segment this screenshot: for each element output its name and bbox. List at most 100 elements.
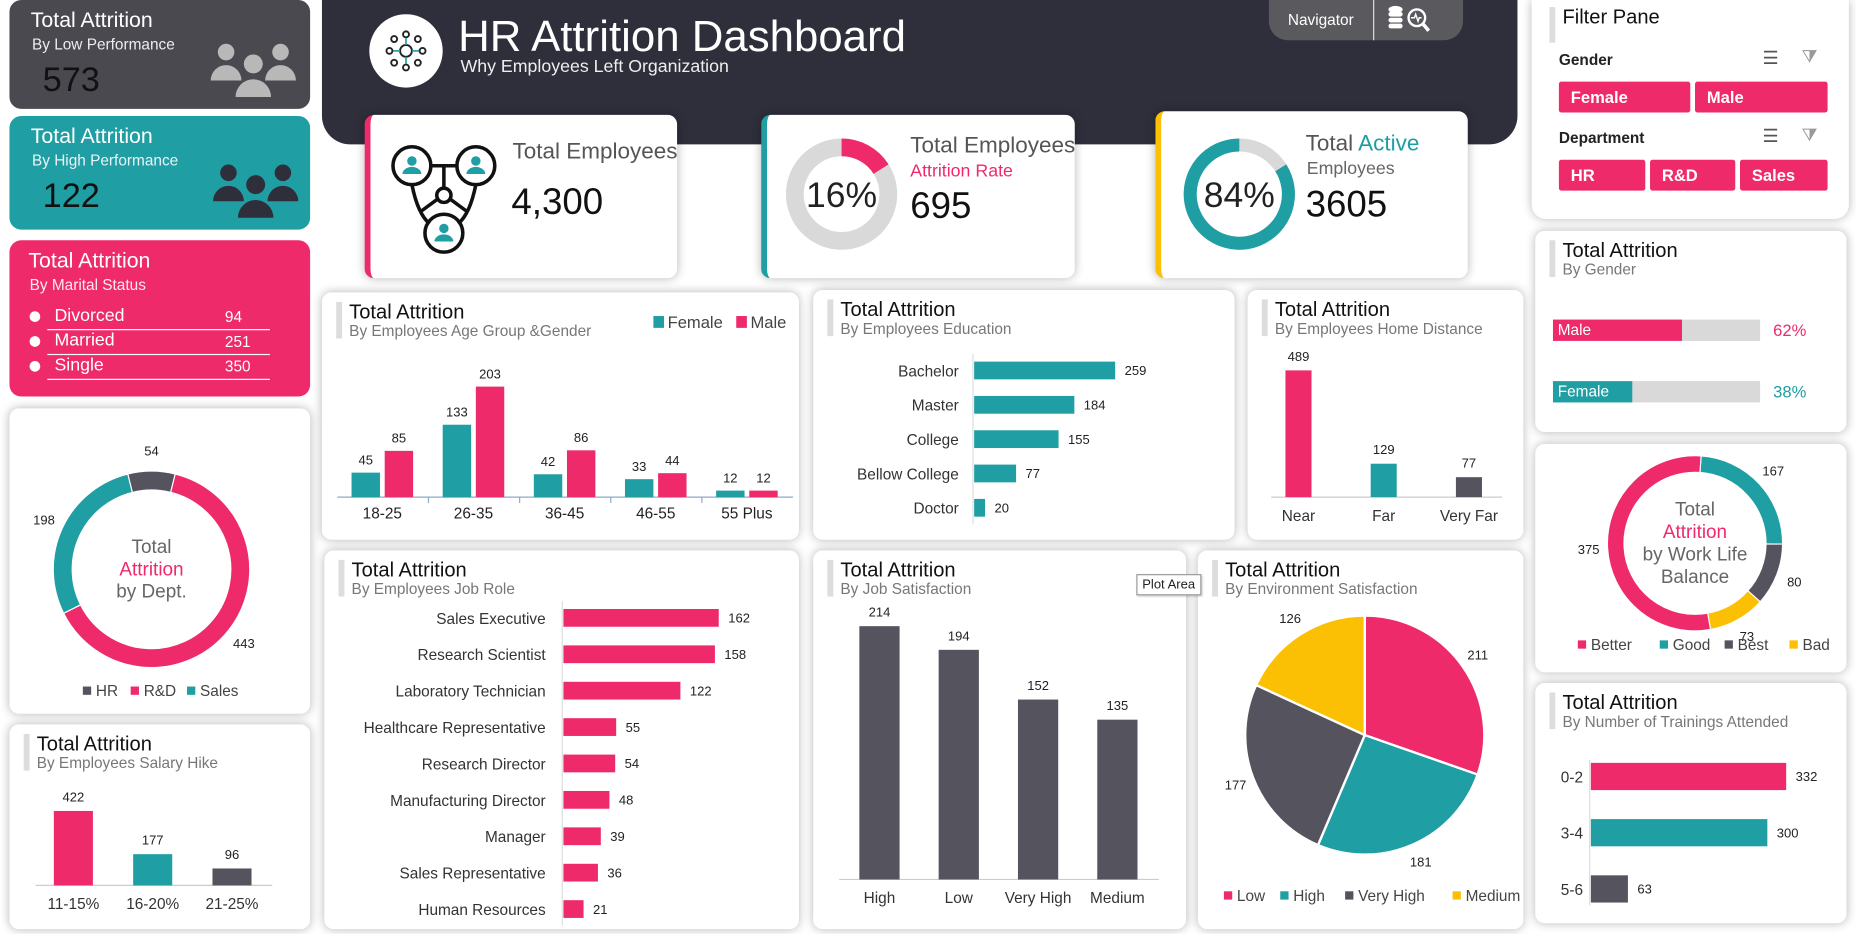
center-label: Attrition (1663, 522, 1727, 543)
data-label: 177 (1225, 778, 1247, 793)
bar (53, 810, 93, 886)
category-label: 46-55 (636, 505, 675, 522)
data-label: 158 (724, 647, 746, 662)
marital-value: 94 (224, 307, 243, 326)
data-label: 54 (625, 756, 639, 771)
legend-swatch (1452, 891, 1461, 900)
category-label: 18-25 (363, 505, 402, 522)
category-label: 0-2 (1561, 769, 1583, 786)
data-label: 126 (1279, 611, 1301, 626)
bar-male (384, 450, 414, 498)
bar-male (475, 386, 505, 498)
multi-select-icon[interactable]: ☰ (1762, 48, 1779, 69)
data-label: 48 (619, 793, 633, 808)
bar (938, 649, 979, 880)
bar (1455, 477, 1482, 498)
slice-hr (127, 470, 176, 494)
bar (563, 863, 598, 882)
kpi-sublabel: Attrition Rate (910, 160, 1013, 182)
low-performance-card: Total Attrition By Low Performance 573 (9, 0, 311, 109)
data-label: 96 (225, 847, 239, 862)
data-label: 45 (359, 452, 373, 467)
data-label: 155 (1068, 432, 1090, 447)
data-label: 73 (1740, 629, 1754, 644)
legend-swatch (1345, 891, 1354, 900)
multi-select-icon[interactable]: ☰ (1762, 126, 1779, 147)
category-label: 55 Plus (721, 505, 773, 522)
bar (563, 718, 617, 736)
attrition-rate-card: 16% Total Employees Attrition Rate 695 (761, 114, 1075, 279)
home-distance-chart: Total Attrition By Employees Home Distanc… (1247, 289, 1524, 540)
category-label: Manufacturing Director (390, 793, 546, 810)
category-label: Medium (1090, 890, 1145, 907)
bar (563, 790, 610, 809)
legend-swatch (1789, 640, 1798, 649)
category-label: Near (1282, 508, 1315, 525)
bar (859, 626, 900, 880)
filter-option-hr[interactable]: HR (1558, 159, 1646, 191)
work-life-balance-chart: 167 80 73 375 Better Good Best Bad Total Attritio… (1535, 443, 1847, 673)
education-chart: Total Attrition By Employees Education 25… (813, 289, 1235, 540)
card-subtitle: By High Performance (31, 151, 179, 170)
category-label: Doctor (913, 501, 958, 518)
filter-option-sales[interactable]: Sales (1739, 159, 1828, 191)
bar (974, 498, 986, 517)
data-label: 42 (541, 454, 555, 469)
filter-option-rd[interactable]: R&D (1650, 159, 1736, 191)
bar (974, 361, 1116, 380)
chart-title: Total Attrition By Employees Education (827, 299, 1011, 337)
category-label: Far (1372, 508, 1395, 525)
data-label: 152 (1027, 678, 1049, 693)
bar (1590, 875, 1628, 903)
data-label: 198 (33, 513, 55, 528)
legend-label: Best (1738, 637, 1769, 654)
card-subtitle: By Marital Status (29, 275, 146, 294)
filter-option-female[interactable]: Female (1558, 81, 1691, 113)
category-label: Sales Executive (436, 611, 545, 628)
legend-label: Sales (200, 683, 239, 700)
legend-swatch (82, 686, 92, 695)
gender-bar-fill: Male (1552, 319, 1682, 341)
data-label: 20 (995, 501, 1009, 516)
category-label: 16-20% (126, 896, 179, 913)
slice-high (1316, 733, 1480, 856)
legend-swatch (1577, 640, 1587, 649)
data-label: 194 (948, 628, 970, 643)
data-label: 300 (1777, 825, 1799, 840)
category-label: Laboratory Technician (396, 684, 546, 701)
legend-label: Very High (1358, 888, 1425, 905)
bar-female (716, 490, 745, 498)
gender-pct: 62% (1773, 320, 1807, 340)
category-label: 36-45 (545, 505, 584, 522)
kpi-value: 695 (910, 184, 972, 227)
gender-bar-track: Female (1552, 381, 1761, 403)
marital-status-card: Total Attrition By Marital Status Divorc… (9, 240, 311, 397)
gender-attrition-card: Total Attrition By Gender Male 62% Female 38… (1535, 230, 1847, 433)
data-label: 375 (1578, 542, 1600, 557)
navigator-button[interactable]: Navigator (1287, 10, 1354, 29)
category-label: Research Scientist (417, 647, 546, 664)
bar-male (566, 450, 596, 498)
clear-filter-icon[interactable]: ⧩ (1801, 47, 1818, 68)
database-search-icon[interactable] (1387, 5, 1434, 36)
category-label: Healthcare Representative (364, 720, 546, 737)
clear-filter-icon[interactable]: ⧩ (1801, 125, 1818, 146)
people-group-icon (213, 164, 299, 218)
bullet-icon (29, 336, 41, 347)
bar-female (442, 424, 472, 498)
card-title: Total Attrition (30, 8, 153, 32)
environment-satisfaction-chart: Total Attrition By Environment Satisfacti… (1197, 550, 1524, 930)
kpi-label: Total Employees (512, 139, 678, 165)
data-label: 12 (756, 470, 770, 485)
category-label: Manager (485, 829, 546, 846)
kpi-value: 4,300 (511, 181, 604, 223)
bar (1097, 719, 1138, 880)
filter-option-male[interactable]: Male (1695, 81, 1828, 113)
slice-best (1747, 543, 1784, 603)
category-label: High (864, 890, 896, 907)
bar (563, 608, 719, 627)
data-label: 184 (1084, 398, 1106, 413)
donut-percent: 84% (1204, 175, 1275, 215)
bar (212, 868, 252, 886)
